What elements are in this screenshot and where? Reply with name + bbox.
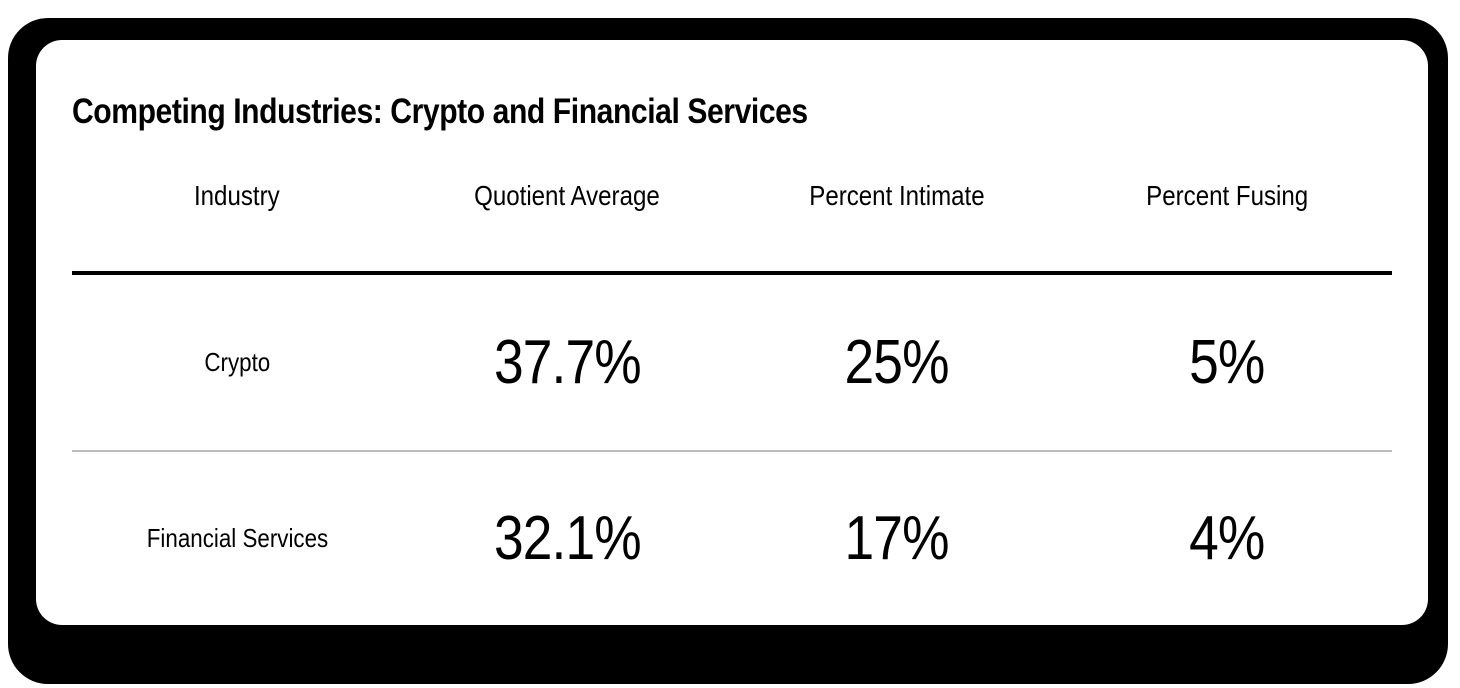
column-header-industry: Industry [72,180,402,222]
column-header-percent-fusing-text: Percent Fusing [1146,180,1308,211]
column-header-percent-intimate-text: Percent Intimate [809,180,985,211]
financial-services-percent-fusing-text: 4% [1189,504,1265,573]
column-header-industry-text: Industry [194,180,280,211]
card-title-text: Competing Industries: Crypto and Financi… [72,92,808,131]
financial-services-percent-fusing-value: 4% [1062,503,1392,574]
crypto-percent-intimate-value: 25% [732,327,1062,398]
column-header-percent-fusing: Percent Fusing [1062,180,1392,222]
row-label-financial-services-text: Financial Services [146,523,328,553]
financial-services-quotient-average-value: 32.1% [402,503,732,574]
column-header-quotient-average: Quotient Average [402,180,732,222]
industries-table: Industry Quotient Average Percent Intima… [72,131,1392,625]
crypto-percent-fusing-value: 5% [1062,327,1392,398]
crypto-percent-fusing-text: 5% [1189,328,1265,397]
column-header-quotient-average-text: Quotient Average [474,180,660,211]
table-row-crypto: Crypto 37.7% 25% 5% [72,275,1392,452]
card-title: Competing Industries: Crypto and Financi… [72,92,1392,131]
table-row-financial-services: Financial Services 32.1% 17% 4% [72,452,1392,625]
industries-stats-card: Competing Industries: Crypto and Financi… [36,40,1428,625]
financial-services-quotient-average-text: 32.1% [493,504,642,573]
crypto-quotient-average-value: 37.7% [402,327,732,398]
table-header-row: Industry Quotient Average Percent Intima… [72,131,1392,275]
column-header-percent-intimate: Percent Intimate [732,180,1062,222]
financial-services-percent-intimate-value: 17% [732,503,1062,574]
crypto-quotient-average-text: 37.7% [493,328,642,397]
row-label-financial-services: Financial Services [72,523,402,554]
crypto-percent-intimate-text: 25% [844,328,950,397]
row-label-crypto: Crypto [72,347,402,378]
row-label-crypto-text: Crypto [204,347,270,377]
financial-services-percent-intimate-text: 17% [844,504,950,573]
